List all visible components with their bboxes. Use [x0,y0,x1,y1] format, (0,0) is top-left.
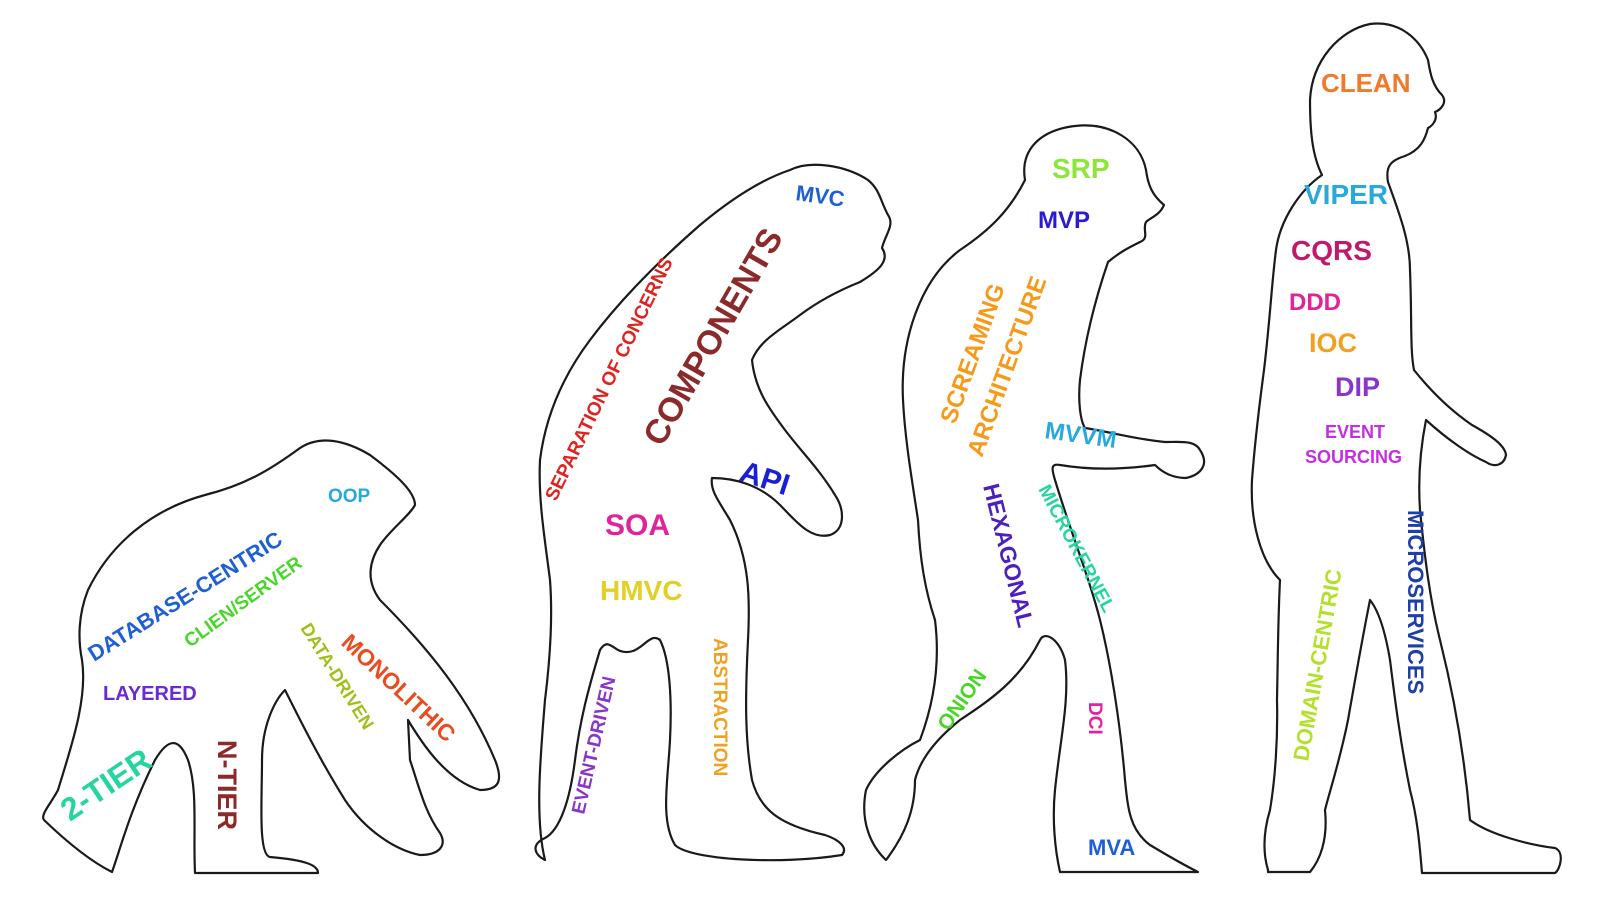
ape-figure: DATABASE-CENTRIC OOP CLIEN/SERVER LAYERE… [42,439,501,875]
human-figure: CLEAN VIPER CQRS DDD IOC DIP EVENT SOURC… [1250,22,1562,875]
label-hmvc: HMVC [600,575,682,606]
hominid-figure: SRP MVP SCREAMING ARCHITECTURE MVVM HEXA… [863,124,1206,874]
human-silhouette [1250,22,1562,875]
label-mva: MVA [1088,835,1135,860]
label-clean: CLEAN [1321,68,1411,98]
label-microservices: MICROSERVICES [1403,510,1428,694]
label-srp: SRP [1052,153,1110,184]
label-oop: OOP [328,486,371,507]
label-abstraction: ABSTRACTION [709,638,730,776]
hominid-silhouette [863,124,1206,874]
label-n-tier: N-TIER [212,740,242,830]
early-hominid-silhouette [534,163,892,862]
label-dip: DIP [1335,372,1380,402]
label-ioc: IOC [1309,328,1357,358]
label-sourcing: SOURCING [1305,447,1402,467]
label-dci: DCI [1084,702,1105,735]
label-ddd: DDD [1289,289,1341,316]
ape-silhouette [42,439,501,875]
label-layered: LAYERED [103,683,197,705]
early-hominid-figure: MVC SEPARATION OF CONCERNS COMPONENTS AP… [534,163,892,862]
label-event: EVENT [1325,422,1385,442]
label-cqrs: CQRS [1291,235,1372,266]
label-mvp: MVP [1038,207,1090,234]
label-soa: SOA [605,509,670,542]
label-viper: VIPER [1304,179,1388,210]
